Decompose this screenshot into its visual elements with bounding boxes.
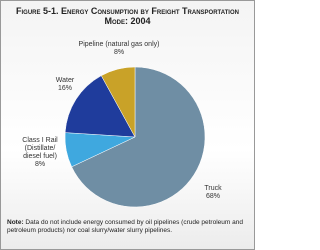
pie-slice [71,66,206,208]
value-label: 68% [205,193,220,200]
chart [64,66,206,208]
category-label: Class I Rail (Distillate/ diesel fuel) [22,137,58,160]
pie-slice [100,66,136,138]
figure: Figure 5-1. Energy Consumption by Freigh… [0,0,255,250]
value-label: 16% [57,85,72,92]
category-label: Pipeline (natural gas only) [78,41,160,48]
note: Note: Data do not include energy consume… [7,219,248,235]
slice-label: Water 16% [45,77,85,93]
chart-title: Figure 5-1. Energy Consumption by Freigh… [16,6,239,26]
category-label: Water [55,77,75,84]
slice-label: Truck 68% [193,185,233,201]
category-label: Truck [204,185,222,192]
pie-slice [64,75,136,138]
value-label: 8% [113,49,125,56]
slice-label: Class I Rail (Distillate/ diesel fuel) 8% [17,137,63,169]
slice-label: Pipeline (natural gas only) 8% [69,41,169,57]
note-label: Note: [7,219,24,226]
value-label: 8% [34,161,46,168]
note-text: Data do not include energy consumed by o… [7,219,243,234]
